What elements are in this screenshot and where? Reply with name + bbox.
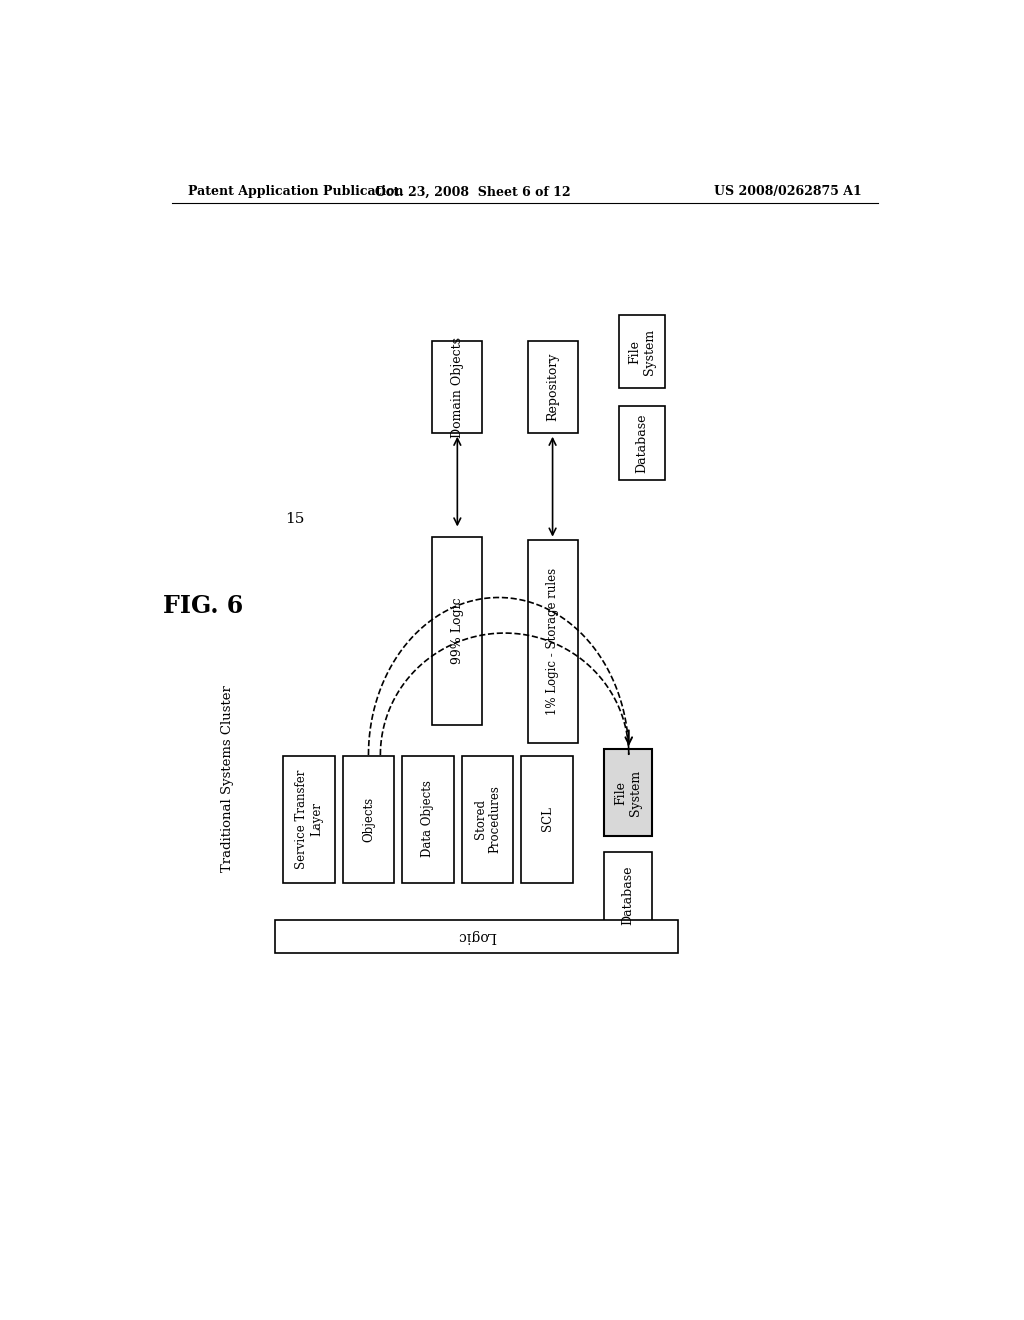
Bar [432, 342, 482, 433]
Bar [521, 755, 572, 883]
Text: Domain Objects: Domain Objects [451, 337, 464, 438]
Text: US 2008/0262875 A1: US 2008/0262875 A1 [715, 185, 862, 198]
Bar [462, 755, 513, 883]
Text: Service Transfer
Layer: Service Transfer Layer [295, 770, 323, 869]
Bar [284, 755, 335, 883]
Bar [274, 920, 678, 953]
Bar [527, 342, 578, 433]
Text: SCL: SCL [541, 807, 554, 832]
Text: Stored
Procedures: Stored Procedures [473, 785, 502, 853]
Text: Logic: Logic [457, 929, 496, 944]
Bar [527, 540, 578, 743]
Text: Patent Application Publication: Patent Application Publication [187, 185, 403, 198]
Bar [432, 537, 482, 725]
Text: 1% Logic - Storage rules: 1% Logic - Storage rules [546, 568, 559, 714]
Text: Objects: Objects [361, 796, 375, 842]
Bar [604, 851, 651, 939]
Text: 99% Logic: 99% Logic [451, 598, 464, 664]
Text: Database: Database [622, 866, 635, 925]
Text: Data Objects: Data Objects [422, 780, 434, 858]
Text: Traditional Systems Cluster: Traditional Systems Cluster [221, 685, 233, 871]
Bar [604, 748, 651, 837]
Text: File
System: File System [614, 770, 642, 816]
Text: File
System: File System [629, 329, 656, 375]
Text: FIG. 6: FIG. 6 [163, 594, 244, 618]
Text: Oct. 23, 2008  Sheet 6 of 12: Oct. 23, 2008 Sheet 6 of 12 [376, 185, 571, 198]
Bar [620, 407, 666, 479]
Text: 15: 15 [285, 512, 304, 527]
Bar [402, 755, 454, 883]
Bar [620, 315, 666, 388]
Bar [343, 755, 394, 883]
Text: Repository: Repository [546, 352, 559, 421]
Text: Database: Database [636, 413, 649, 473]
